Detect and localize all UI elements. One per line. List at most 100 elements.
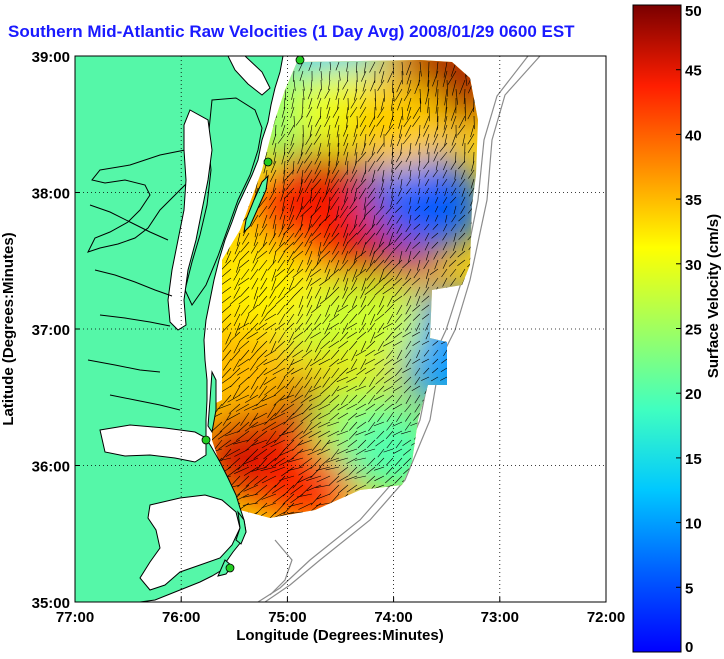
velocity-vector: [329, 232, 340, 244]
velocity-vector: [273, 430, 286, 444]
velocity-vector: [349, 106, 358, 118]
velocity-vector: [322, 313, 331, 325]
velocity-vector: [377, 106, 385, 119]
velocity-vector: [314, 313, 322, 325]
velocity-vector: [306, 286, 313, 299]
velocity-vector: [281, 214, 286, 230]
velocity-vector: [341, 322, 349, 334]
velocity-vector: [384, 250, 394, 264]
velocity-vector: [432, 169, 439, 178]
velocity-vector: [383, 448, 394, 453]
velocity-vector: [405, 322, 412, 332]
velocity-vector: [369, 313, 376, 326]
velocity-vector: [357, 178, 367, 189]
velocity-vector: [304, 178, 313, 193]
velocity-vector: [271, 484, 286, 494]
velocity-vector: [281, 124, 286, 136]
velocity-vector: [336, 385, 349, 392]
velocity-vector: [221, 394, 232, 407]
x-tick-label: 73:00: [481, 609, 519, 626]
velocity-vector: [329, 376, 340, 386]
velocity-vector: [355, 151, 358, 166]
velocity-vector: [311, 223, 322, 237]
velocity-vector: [459, 268, 466, 278]
velocity-vector: [275, 349, 286, 361]
velocity-vector: [354, 457, 367, 461]
velocity-vector: [403, 232, 412, 241]
velocity-vector: [288, 205, 295, 221]
velocity-vector: [303, 421, 313, 434]
velocity-vector: [419, 97, 422, 113]
velocity-vector: [268, 196, 277, 209]
velocity-vector: [227, 457, 241, 469]
velocity-vector: [293, 340, 304, 350]
velocity-vector: [296, 259, 304, 273]
velocity-vector: [425, 133, 430, 146]
velocity-vector: [327, 430, 340, 437]
velocity-vector: [288, 124, 295, 136]
velocity-vector: [252, 250, 259, 264]
velocity-vector: [258, 196, 268, 208]
velocity-vector: [383, 385, 394, 392]
velocity-vector: [368, 160, 376, 172]
velocity-vector: [259, 313, 268, 325]
velocity-vector: [279, 448, 295, 456]
velocity-vector: [392, 88, 395, 102]
velocity-vector: [396, 223, 403, 234]
velocity-vector: [368, 115, 376, 128]
velocity-vector: [473, 151, 475, 164]
velocity-vector: [441, 250, 448, 259]
velocity-vector: [255, 502, 268, 515]
velocity-vector: [463, 88, 466, 105]
velocity-vector: [289, 412, 304, 420]
velocity-vector: [292, 160, 295, 175]
velocity-vector: [396, 349, 403, 360]
velocity-vector: [425, 277, 430, 288]
velocity-vector: [356, 61, 358, 73]
velocity-vector: [458, 214, 466, 222]
velocity-vector: [304, 160, 313, 174]
velocity-vector: [343, 268, 349, 282]
velocity-vector: [350, 277, 358, 290]
colorbar: [632, 4, 682, 653]
albemarle-sound: [99, 424, 207, 463]
velocity-vector: [409, 196, 412, 205]
velocity-vector: [225, 430, 241, 437]
velocity-vector: [361, 313, 367, 326]
velocity-vector: [451, 133, 457, 146]
velocity-vector: [376, 214, 385, 226]
velocity-vector: [310, 205, 322, 218]
velocity-vector: [329, 178, 340, 193]
velocity-vector: [283, 502, 295, 515]
velocity-vector: [413, 268, 421, 279]
velocity-vector: [460, 205, 466, 214]
velocity-vector: [424, 169, 430, 178]
velocity-vector: [329, 403, 340, 413]
velocity-vector: [408, 160, 412, 172]
velocity-vector: [402, 133, 412, 145]
velocity-vector: [318, 403, 331, 411]
velocity-vector: [448, 259, 457, 267]
velocity-vector: [264, 412, 277, 426]
velocity-vector: [283, 241, 295, 253]
velocity-vector: [222, 358, 232, 371]
velocity-vector: [274, 403, 286, 417]
velocity-vector: [421, 340, 430, 345]
velocity-vector: [442, 70, 448, 87]
velocity-vector: [282, 493, 295, 505]
velocity-vector: [304, 151, 313, 164]
velocity-vector: [290, 484, 304, 495]
velocity-vector: [396, 151, 403, 163]
velocity-vector: [293, 232, 304, 246]
velocity-vector: [382, 259, 394, 271]
velocity-vector: [434, 196, 439, 204]
velocity-vector: [244, 421, 259, 432]
velocity-vector: [267, 259, 277, 271]
velocity-vector: [401, 106, 404, 121]
velocity-vector: [405, 394, 412, 404]
velocity-vector: [228, 421, 241, 433]
velocity-vector: [304, 331, 313, 343]
velocity-vector: [412, 250, 421, 260]
velocity-vector: [328, 214, 340, 227]
velocity-vector: [344, 151, 349, 166]
